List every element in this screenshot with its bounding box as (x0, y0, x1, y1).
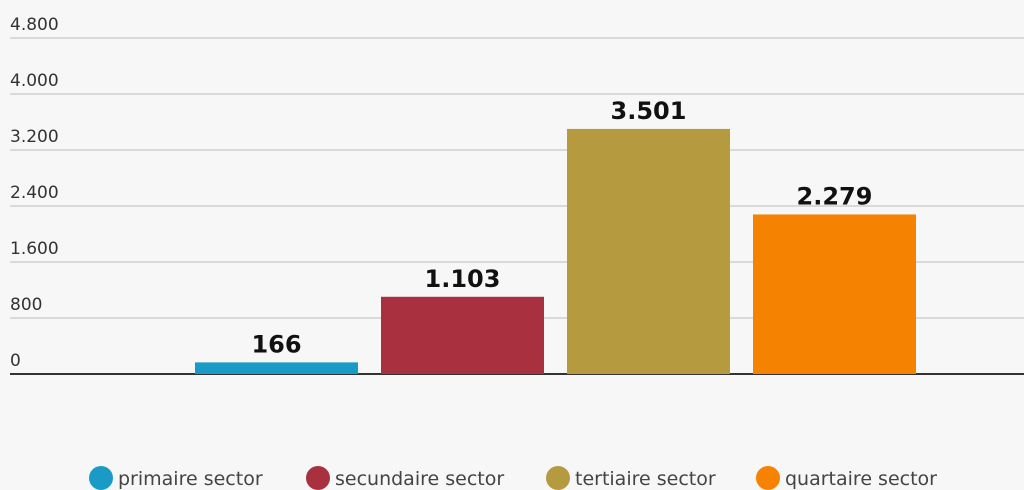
y-tick-label: 2.400 (10, 183, 59, 203)
y-tick-label: 3.200 (10, 127, 59, 147)
y-tick-label: 4.800 (10, 15, 59, 35)
bar (567, 128, 730, 374)
legend-swatch (756, 466, 780, 490)
legend-swatch (306, 466, 330, 490)
value-label: 2.279 (797, 182, 873, 210)
legend-label: secundaire sector (335, 468, 504, 490)
value-label: 1.103 (425, 265, 501, 293)
value-label: 166 (251, 330, 301, 358)
legend-label: quartaire sector (785, 468, 937, 490)
y-tick-label: 1.600 (10, 239, 59, 259)
value-label: 3.501 (611, 97, 687, 125)
bar (381, 296, 544, 374)
bar (753, 214, 916, 374)
legend-label: primaire sector (118, 468, 263, 490)
y-tick-label: 4.000 (10, 71, 59, 91)
legend-swatch (546, 466, 570, 490)
y-tick-label: 800 (10, 295, 42, 315)
legend-label: tertiaire sector (575, 468, 716, 490)
bar (195, 362, 358, 374)
legend-swatch (89, 466, 113, 490)
y-tick-label: 0 (10, 351, 21, 371)
